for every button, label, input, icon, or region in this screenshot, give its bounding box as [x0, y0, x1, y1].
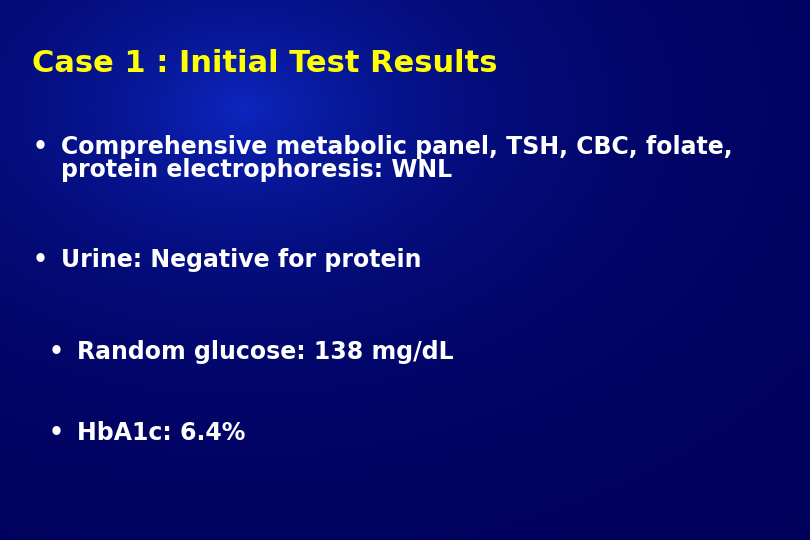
Text: Urine: Negative for protein: Urine: Negative for protein — [61, 248, 421, 272]
Text: HbA1c: 6.4%: HbA1c: 6.4% — [77, 421, 245, 445]
Text: Comprehensive metabolic panel, TSH, CBC, folate,: Comprehensive metabolic panel, TSH, CBC,… — [61, 135, 732, 159]
Text: •: • — [32, 135, 48, 159]
Text: •: • — [49, 421, 64, 445]
Text: •: • — [32, 248, 48, 272]
Text: Random glucose: 138 mg/dL: Random glucose: 138 mg/dL — [77, 340, 454, 364]
Text: Case 1 : Initial Test Results: Case 1 : Initial Test Results — [32, 49, 498, 78]
Text: •: • — [49, 340, 64, 364]
Text: protein electrophoresis: WNL: protein electrophoresis: WNL — [61, 158, 452, 182]
